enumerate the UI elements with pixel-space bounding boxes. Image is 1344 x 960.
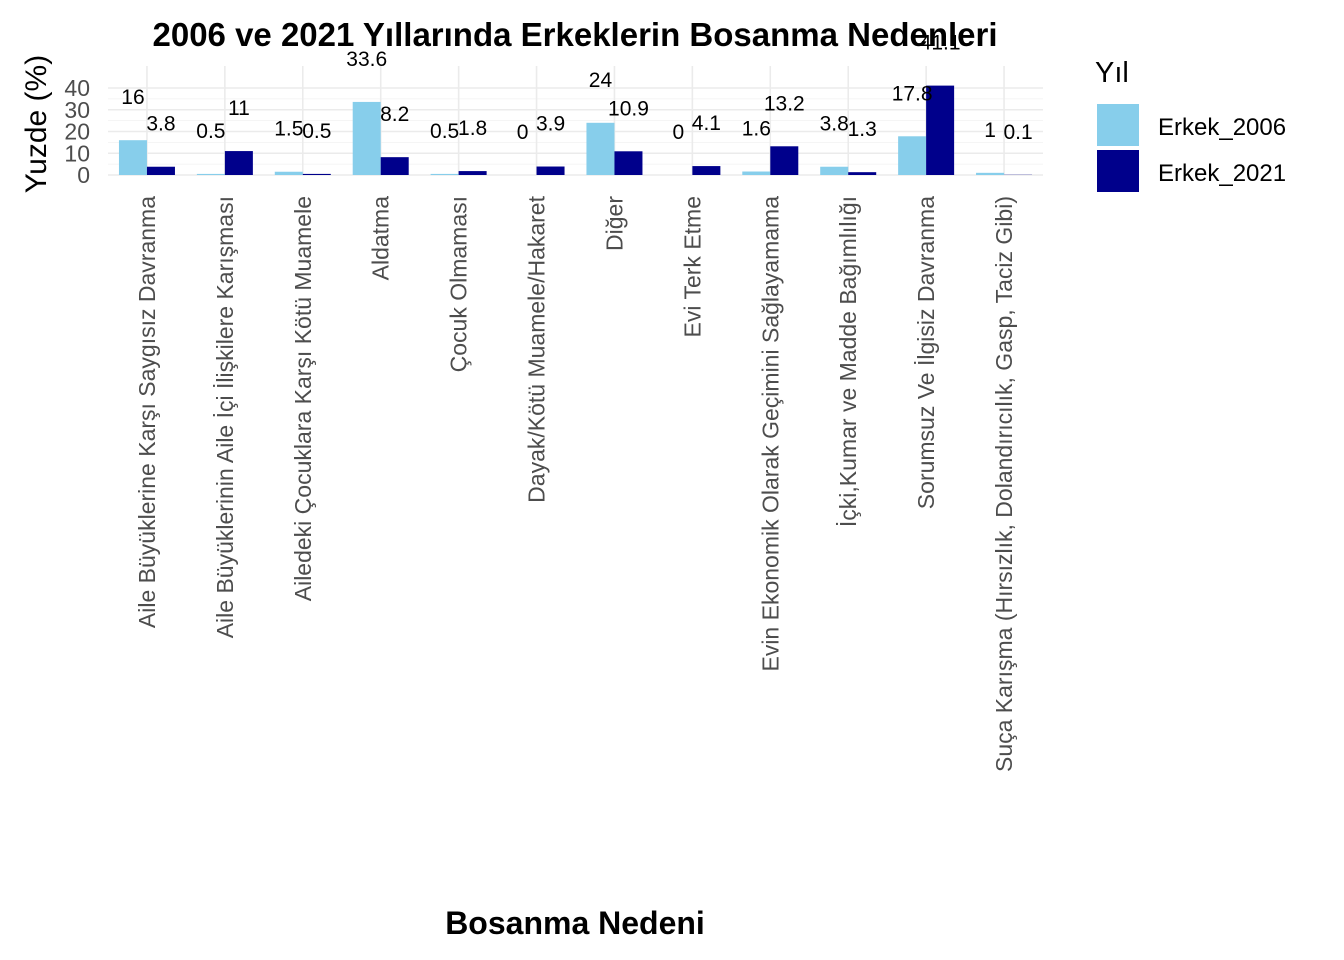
legend: Yıl Erkek_2006 Erkek_2021	[1095, 57, 1286, 192]
x-axis-title: Bosanma Nedeni	[445, 905, 705, 941]
bar-erkek-2021	[614, 151, 643, 175]
bars	[118, 85, 1033, 175]
data-label: 1	[984, 119, 996, 142]
data-label: 4.1	[692, 112, 721, 135]
data-label: 1.8	[458, 117, 487, 140]
chart-title: 2006 ve 2021 Yıllarında Erkeklerin Bosan…	[152, 16, 997, 53]
legend-title: Yıl	[1095, 57, 1129, 89]
x-category-label: Aile Büyüklerinin Aile İçi İlişkilere Ka…	[212, 196, 238, 638]
x-category-labels: Aile Büyüklerine Karşı Saygısız Davranma…	[134, 195, 1017, 772]
x-category-label: Aile Büyüklerine Karşı Saygısız Davranma	[134, 196, 160, 628]
data-label: 0.5	[196, 120, 225, 143]
x-category-label: Suça Karışma (Hırsızlık, Dolandırıcılık,…	[991, 196, 1017, 772]
bar-erkek-2006	[820, 166, 849, 175]
data-label: 3.9	[536, 113, 565, 136]
data-label: 17.8	[892, 82, 933, 105]
bar-erkek-2021	[692, 166, 721, 175]
y-tick-label: 10	[64, 140, 90, 166]
bar-erkek-2006	[274, 171, 303, 175]
bar-erkek-2006	[352, 101, 381, 175]
legend-label: Erkek_2006	[1158, 114, 1286, 141]
bar-erkek-2006	[196, 173, 225, 175]
bar-erkek-2021	[146, 166, 175, 175]
data-label: 41.1	[920, 32, 961, 55]
bar-erkek-2021	[770, 146, 799, 175]
bar-erkek-2021	[926, 85, 955, 175]
x-category-label: Ailedeki Çocuklara Karşı Kötü Muamele	[290, 196, 316, 601]
data-label: 1.5	[274, 118, 303, 141]
x-category-label: Dayak/Kötü Muamele/Hakaret	[524, 195, 550, 502]
bar-erkek-2006	[118, 140, 147, 175]
data-label: 3.8	[820, 113, 849, 136]
data-label: 24	[589, 69, 613, 92]
x-category-label: Diğer	[601, 196, 627, 251]
data-label: 0	[517, 121, 529, 144]
y-tick-label: 40	[64, 75, 90, 101]
data-label: 3.8	[146, 113, 175, 136]
bar-erkek-2021	[848, 172, 877, 175]
x-category-label: Aldatma	[368, 196, 394, 281]
y-tick-label: 20	[64, 119, 90, 145]
bar-erkek-2021	[224, 151, 253, 175]
data-label: 13.2	[764, 92, 805, 115]
bar-erkek-2006	[976, 172, 1005, 175]
data-label: 11	[228, 97, 250, 120]
data-label: 0	[673, 121, 685, 144]
legend-swatch	[1097, 104, 1139, 146]
x-category-label: Sorumsuz Ve İlgisiz Davranma	[913, 196, 939, 509]
legend-label: Erkek_2021	[1158, 160, 1286, 187]
x-category-label: İçki,Kumar ve Madde Bağımlılığı	[835, 196, 861, 527]
y-axis-title: Yuzde (%)	[20, 55, 53, 193]
bar-erkek-2021	[458, 171, 487, 175]
data-label: 1.3	[848, 118, 877, 141]
y-tick-label: 30	[64, 97, 90, 123]
data-label: 10.9	[608, 97, 649, 120]
bar-erkek-2021	[302, 173, 331, 175]
bar-erkek-2021	[380, 157, 409, 175]
x-category-label: Evin Ekonomik Olarak Geçimini Sağlayamam…	[757, 196, 783, 672]
data-label: 0.1	[1003, 121, 1032, 144]
bar-erkek-2006	[430, 173, 459, 175]
y-tick-label: 0	[77, 162, 90, 188]
x-category-label: Evi Terk Etme	[679, 196, 705, 337]
legend-swatch	[1097, 150, 1139, 192]
bar-erkek-2006	[898, 136, 927, 175]
bar-erkek-2006	[586, 122, 615, 175]
data-label: 8.2	[380, 103, 409, 126]
data-label: 33.6	[346, 48, 387, 71]
data-label: 0.5	[430, 120, 459, 143]
data-label: 1.6	[742, 118, 771, 141]
data-label: 0.5	[302, 120, 331, 143]
x-category-label: Çocuk Olmaması	[446, 196, 472, 372]
data-label: 16	[121, 86, 144, 109]
bar-erkek-2021	[536, 166, 565, 175]
bar-erkek-2006	[742, 171, 771, 175]
